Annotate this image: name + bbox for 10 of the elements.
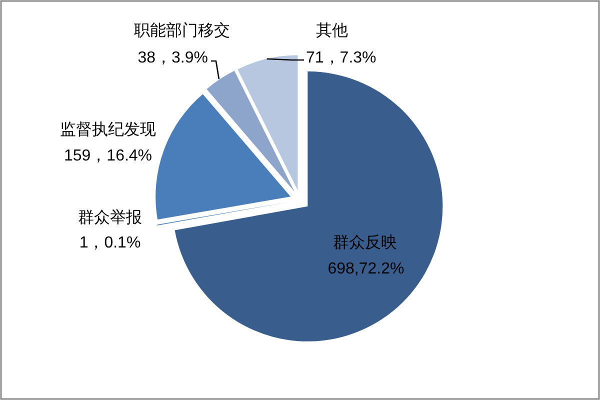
data-label: 698,72.2% — [328, 260, 404, 278]
slice-label: 群众反映 — [333, 234, 397, 252]
data-label: 71，7.3% — [306, 50, 376, 66]
data-label: 38，3.9% — [138, 50, 208, 66]
data-label: 1，0.1% — [79, 234, 141, 252]
slice-label: 监督执纪发现 — [60, 120, 156, 138]
data-label: 159，16.4% — [64, 148, 152, 164]
slice-label: 群众举报 — [78, 208, 142, 226]
slice-label: 其他 — [316, 22, 348, 40]
slice-label: 职能部门移交 — [134, 22, 230, 40]
